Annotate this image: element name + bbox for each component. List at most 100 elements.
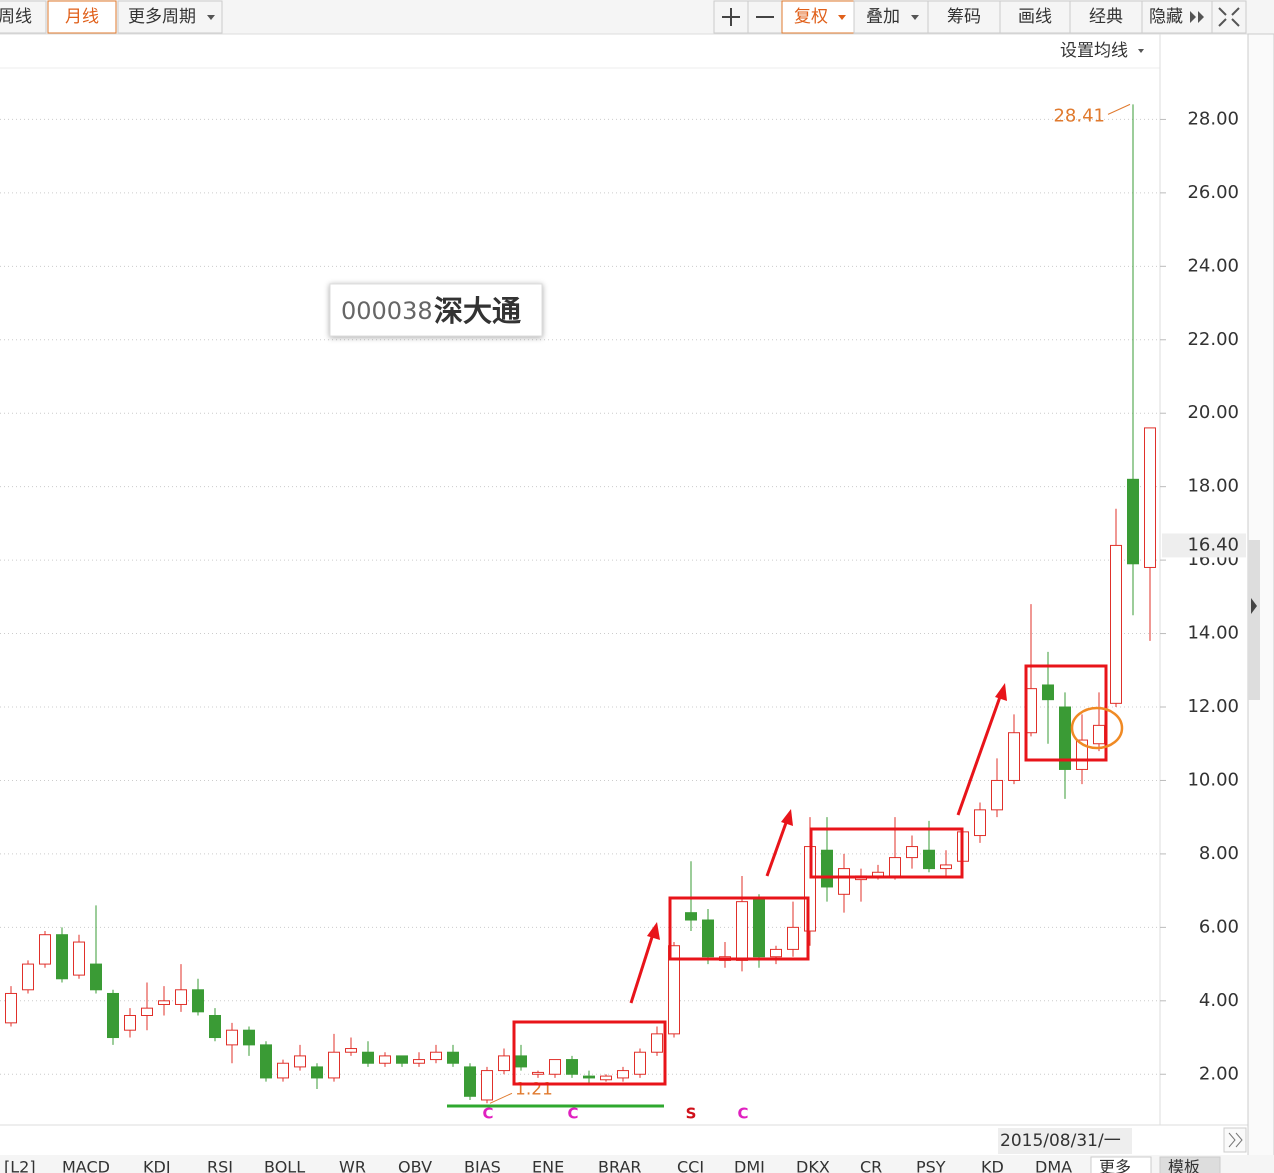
y-tick-label: 14.00 xyxy=(1187,623,1239,644)
arrow-head xyxy=(781,809,793,826)
candle-body xyxy=(175,989,187,1005)
candle-body xyxy=(39,934,51,965)
candle-body xyxy=(566,1059,578,1075)
btn-label: 复权 xyxy=(794,7,828,27)
y-tick-label: 10.00 xyxy=(1187,769,1239,790)
candle-body xyxy=(617,1070,629,1079)
indicator-tab[interactable]: BOLL xyxy=(264,1158,305,1173)
candle-body xyxy=(192,989,204,1013)
indicator-bar xyxy=(0,1155,1274,1173)
candle-body xyxy=(498,1055,510,1072)
candle-body xyxy=(124,1014,136,1031)
indicator-tab[interactable]: CR xyxy=(860,1158,882,1173)
candle-body xyxy=(396,1055,408,1064)
tab-week[interactable] xyxy=(0,0,47,34)
indicator-tab[interactable]: DMA xyxy=(1035,1158,1072,1173)
indicator-tabs: [L2] MACD KDJ RSI BOLL WR OBV BIAS ENE BRAR CCI DMI… xyxy=(4,1156,1221,1173)
candle-body xyxy=(294,1055,306,1068)
max-pointer xyxy=(1107,103,1131,115)
caret xyxy=(207,15,215,20)
btn-fullscreen[interactable] xyxy=(1211,0,1247,34)
candle-body xyxy=(872,871,884,877)
y-tick-label: 26.00 xyxy=(1187,182,1239,203)
signal: C xyxy=(482,1105,493,1123)
fullscreen-icon xyxy=(1218,7,1240,27)
box xyxy=(668,896,810,961)
indicator-tab[interactable]: 更多 xyxy=(1099,1158,1131,1173)
date-box xyxy=(998,1128,1132,1154)
indicator-tab[interactable]: DKX xyxy=(796,1158,830,1173)
candle-body xyxy=(5,992,17,1024)
ma-setting[interactable]: 设置均线 xyxy=(1060,41,1128,61)
caret xyxy=(1138,49,1144,53)
tab-label: 月线 xyxy=(65,7,99,27)
btn-label: 叠加 xyxy=(866,7,900,27)
arrow-head xyxy=(647,922,660,940)
indicator-tab[interactable]: BIAS xyxy=(464,1158,501,1173)
indicator-tab[interactable]: 模板 xyxy=(1168,1158,1200,1173)
candle-body xyxy=(345,1048,357,1053)
candle-body xyxy=(209,1014,221,1039)
indicator-tab[interactable]: WR xyxy=(339,1158,366,1173)
indicator-tab[interactable]: RSI xyxy=(207,1158,233,1173)
double-arrow xyxy=(1190,11,1204,23)
zoom-in[interactable] xyxy=(713,0,749,34)
indicator-tab[interactable]: [L2] xyxy=(4,1158,36,1173)
stock-code: 000038 xyxy=(341,297,433,325)
indicator-tab[interactable]: DMI xyxy=(734,1158,765,1173)
candle-body xyxy=(379,1055,391,1064)
candle-body xyxy=(1127,478,1139,565)
candle-body xyxy=(481,1070,493,1101)
caret xyxy=(838,15,846,20)
signal: C xyxy=(737,1105,748,1123)
candle-body xyxy=(634,1051,646,1075)
candle-body xyxy=(1008,732,1020,781)
candle-body xyxy=(107,992,119,1039)
indicator-tab[interactable]: ENE xyxy=(532,1158,564,1173)
stock-name: 深大通 xyxy=(434,294,521,328)
tab-box xyxy=(1090,1156,1152,1173)
candle-body xyxy=(226,1029,238,1046)
candle-body xyxy=(668,945,680,1035)
candle-body xyxy=(328,1051,340,1079)
indicator-tab[interactable]: OBV xyxy=(398,1158,432,1173)
tab-more[interactable] xyxy=(117,0,223,34)
tab-label: 更多周期 xyxy=(128,7,196,27)
btn-draw[interactable] xyxy=(999,0,1071,34)
candle-body xyxy=(532,1071,544,1075)
indicator-tab[interactable]: BRAR xyxy=(598,1158,642,1173)
indicator-tab[interactable]: KD xyxy=(981,1158,1004,1173)
btn-chip[interactable] xyxy=(927,0,1001,34)
candle-body xyxy=(685,912,697,921)
arrow xyxy=(956,693,1003,816)
btn-fq[interactable] xyxy=(781,0,855,34)
tab-label: 周线 xyxy=(0,7,32,27)
y-tick-label: 2.00 xyxy=(1199,1063,1239,1084)
indicator-tab[interactable]: MACD xyxy=(62,1158,110,1173)
candle-body xyxy=(260,1044,272,1079)
candle-body xyxy=(22,963,34,991)
side-toggle[interactable] xyxy=(1251,598,1257,614)
candle-body xyxy=(889,857,901,877)
candle-body xyxy=(906,846,918,859)
candle-body xyxy=(56,934,68,980)
candle-body xyxy=(141,1007,153,1016)
candle-body xyxy=(430,1051,442,1061)
y-tick-label: 28.00 xyxy=(1187,108,1239,129)
indicator-tab[interactable]: CCI xyxy=(677,1158,704,1173)
side-scroll[interactable] xyxy=(1248,540,1260,700)
candle-body xyxy=(940,864,952,870)
indicator-tab[interactable]: KDJ xyxy=(143,1158,171,1173)
candle-body xyxy=(413,1059,425,1064)
arrow-head xyxy=(995,683,1007,701)
candle-body xyxy=(1059,706,1071,770)
plus-icon xyxy=(722,8,740,26)
tab-month[interactable] xyxy=(47,0,117,34)
caret xyxy=(911,15,919,20)
indicator-tab[interactable]: PSY xyxy=(916,1158,946,1173)
box xyxy=(809,827,964,879)
candle-body xyxy=(90,963,102,991)
arrow xyxy=(765,819,789,877)
candle-body xyxy=(991,779,1003,811)
